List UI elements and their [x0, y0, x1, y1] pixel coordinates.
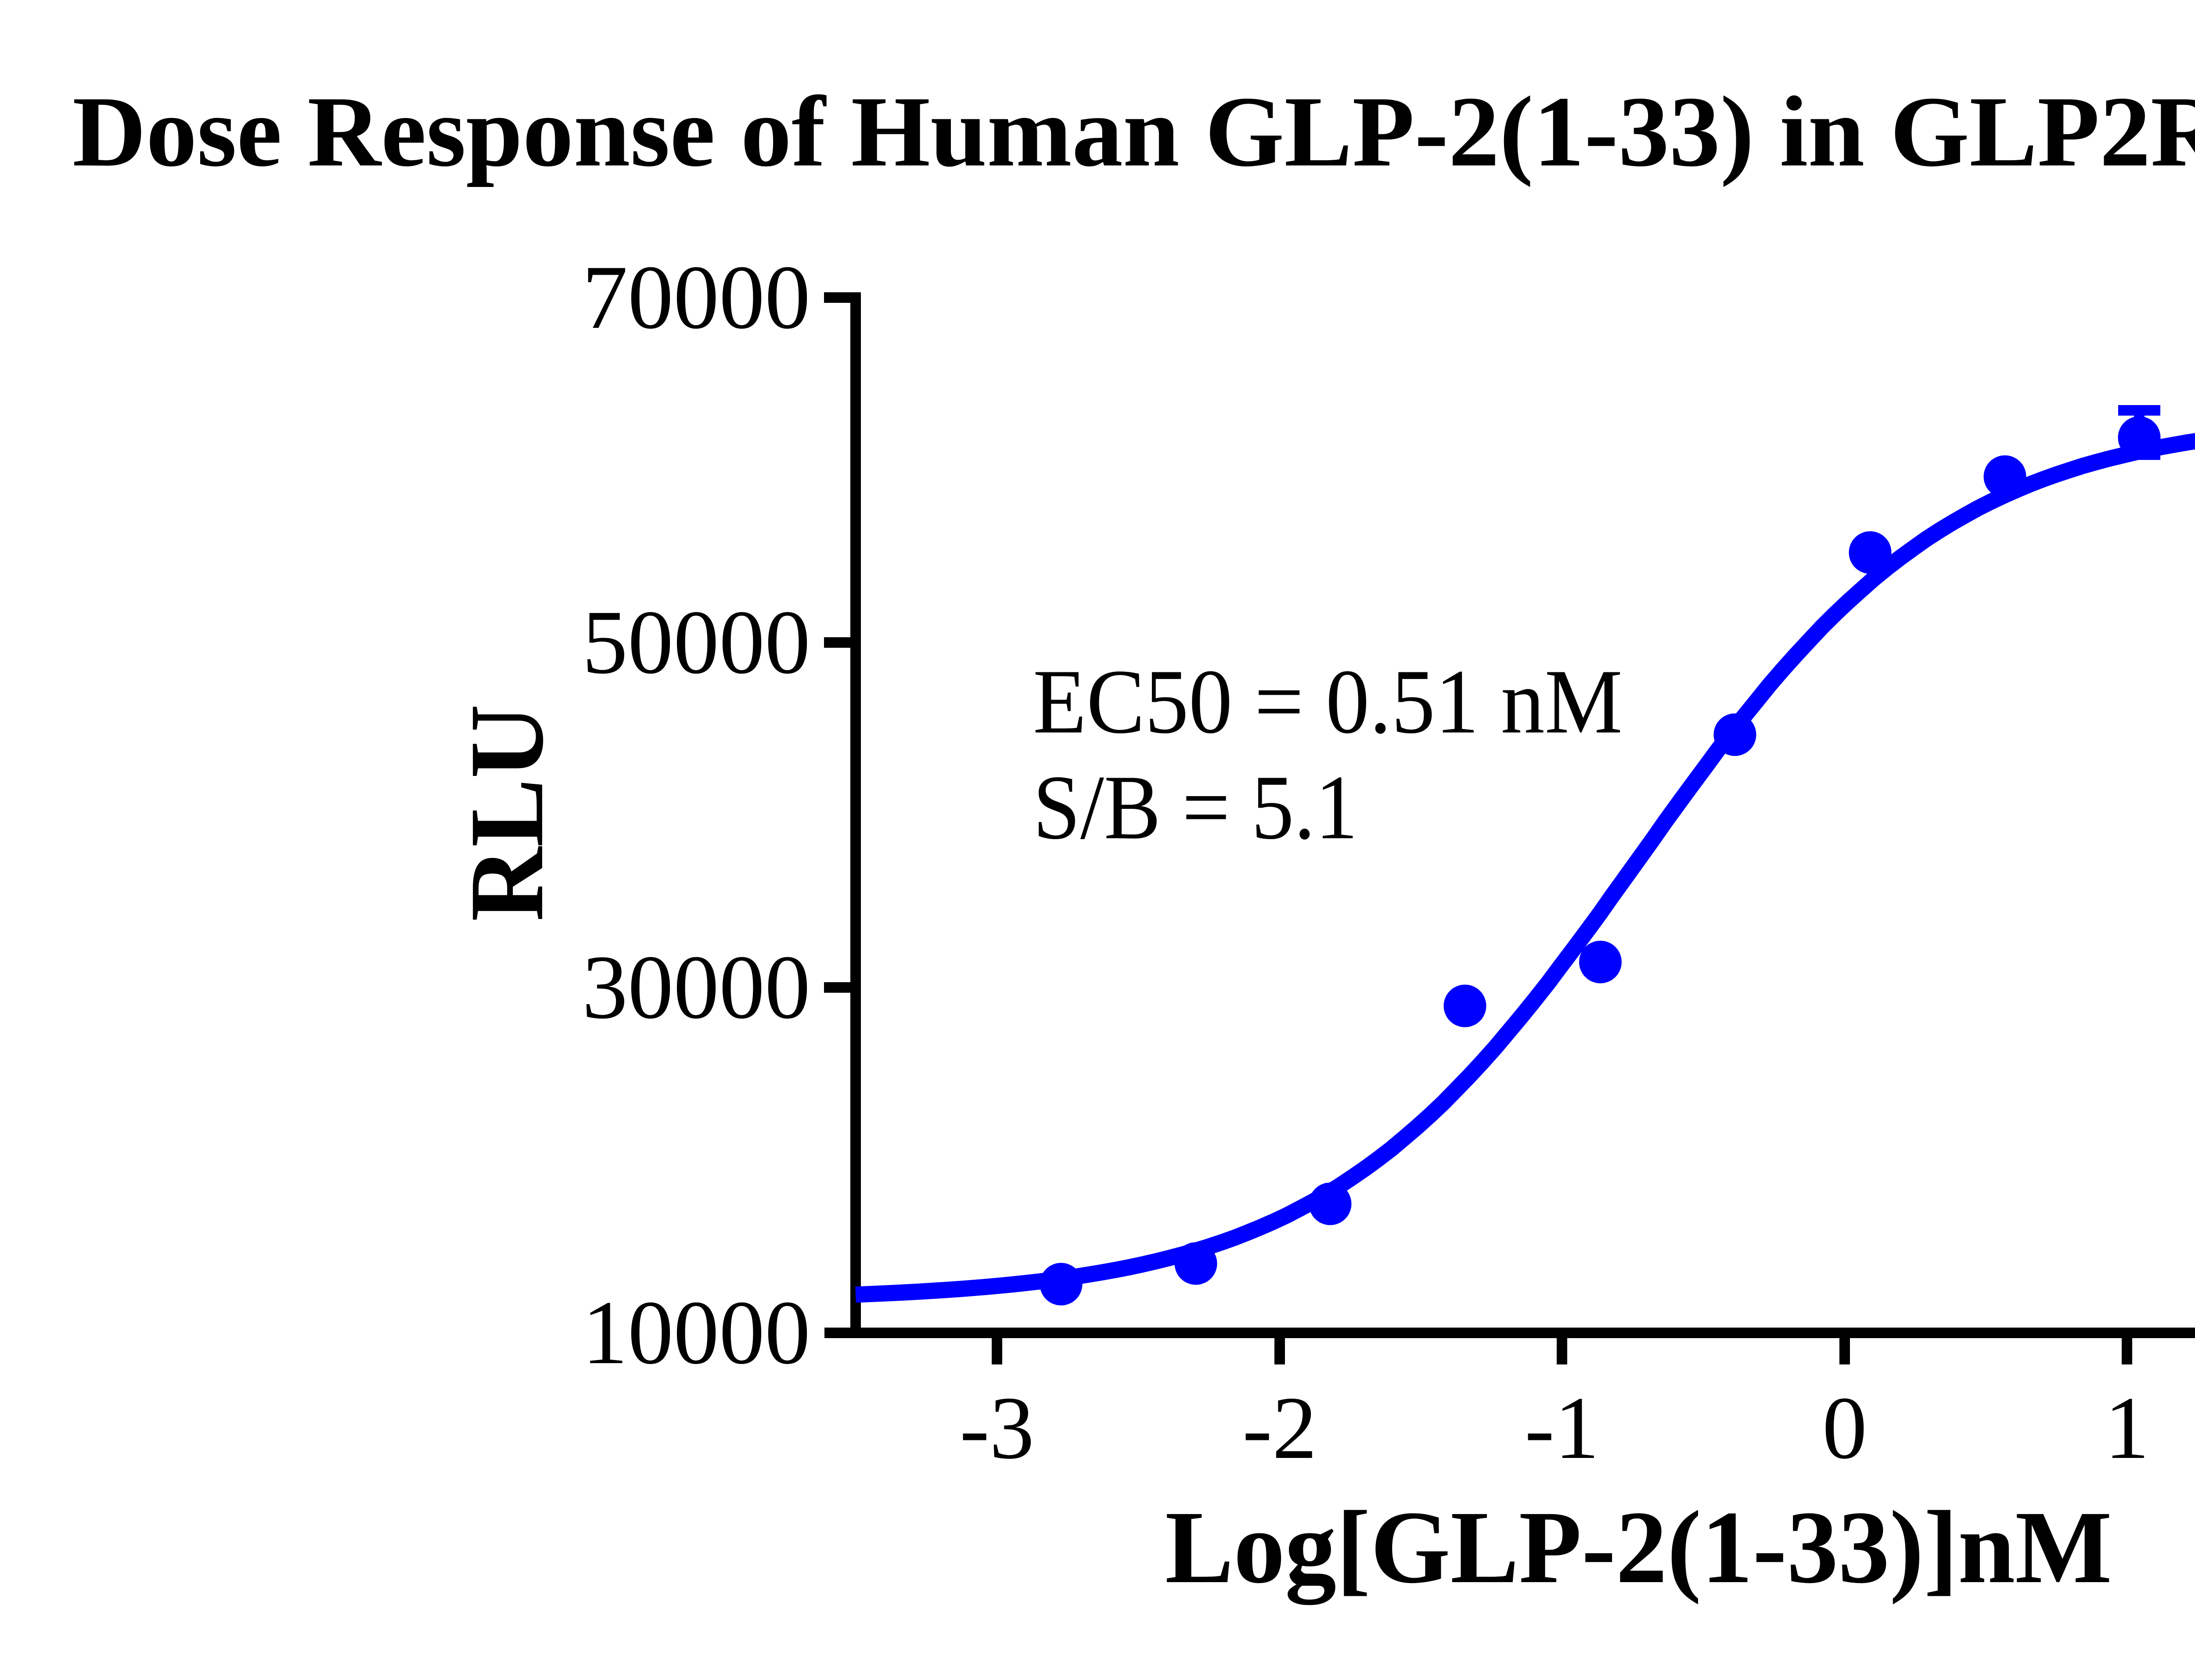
- svg-text:RLU: RLU: [448, 704, 565, 922]
- svg-text:70000: 70000: [582, 247, 810, 348]
- svg-text:10000: 10000: [582, 1282, 810, 1383]
- svg-text:0: 0: [1822, 1378, 1867, 1478]
- svg-text:EC50 = 0.51 nM: EC50 = 0.51 nM: [1033, 651, 1623, 753]
- svg-text:30000: 30000: [582, 937, 810, 1037]
- svg-text:S/B = 5.1: S/B = 5.1: [1033, 757, 1358, 858]
- svg-text:Log[GLP-2(1-33)]nM: Log[GLP-2(1-33)]nM: [1165, 1490, 2112, 1605]
- svg-text:-3: -3: [960, 1378, 1034, 1478]
- svg-text:1: 1: [2105, 1378, 2149, 1478]
- svg-text:-1: -1: [1525, 1378, 1599, 1478]
- svg-text:50000: 50000: [582, 592, 810, 693]
- svg-text:-2: -2: [1242, 1378, 1317, 1478]
- svg-text:Dose Response of Human GLP-2(1: Dose Response of Human GLP-2(1-33) in GL…: [72, 75, 2195, 187]
